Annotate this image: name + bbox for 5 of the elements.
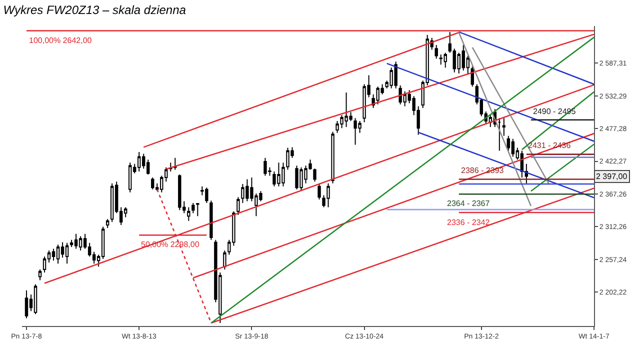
series-label: 2336 - 2342: [447, 218, 490, 227]
chart-title: Wykres FW20Z13 – skala dzienna: [3, 2, 186, 17]
series-label: 100,00% 2642,00: [29, 36, 92, 45]
series-label: 2364 - 2367: [447, 199, 490, 208]
annotation: 2 397,00: [596, 172, 628, 181]
